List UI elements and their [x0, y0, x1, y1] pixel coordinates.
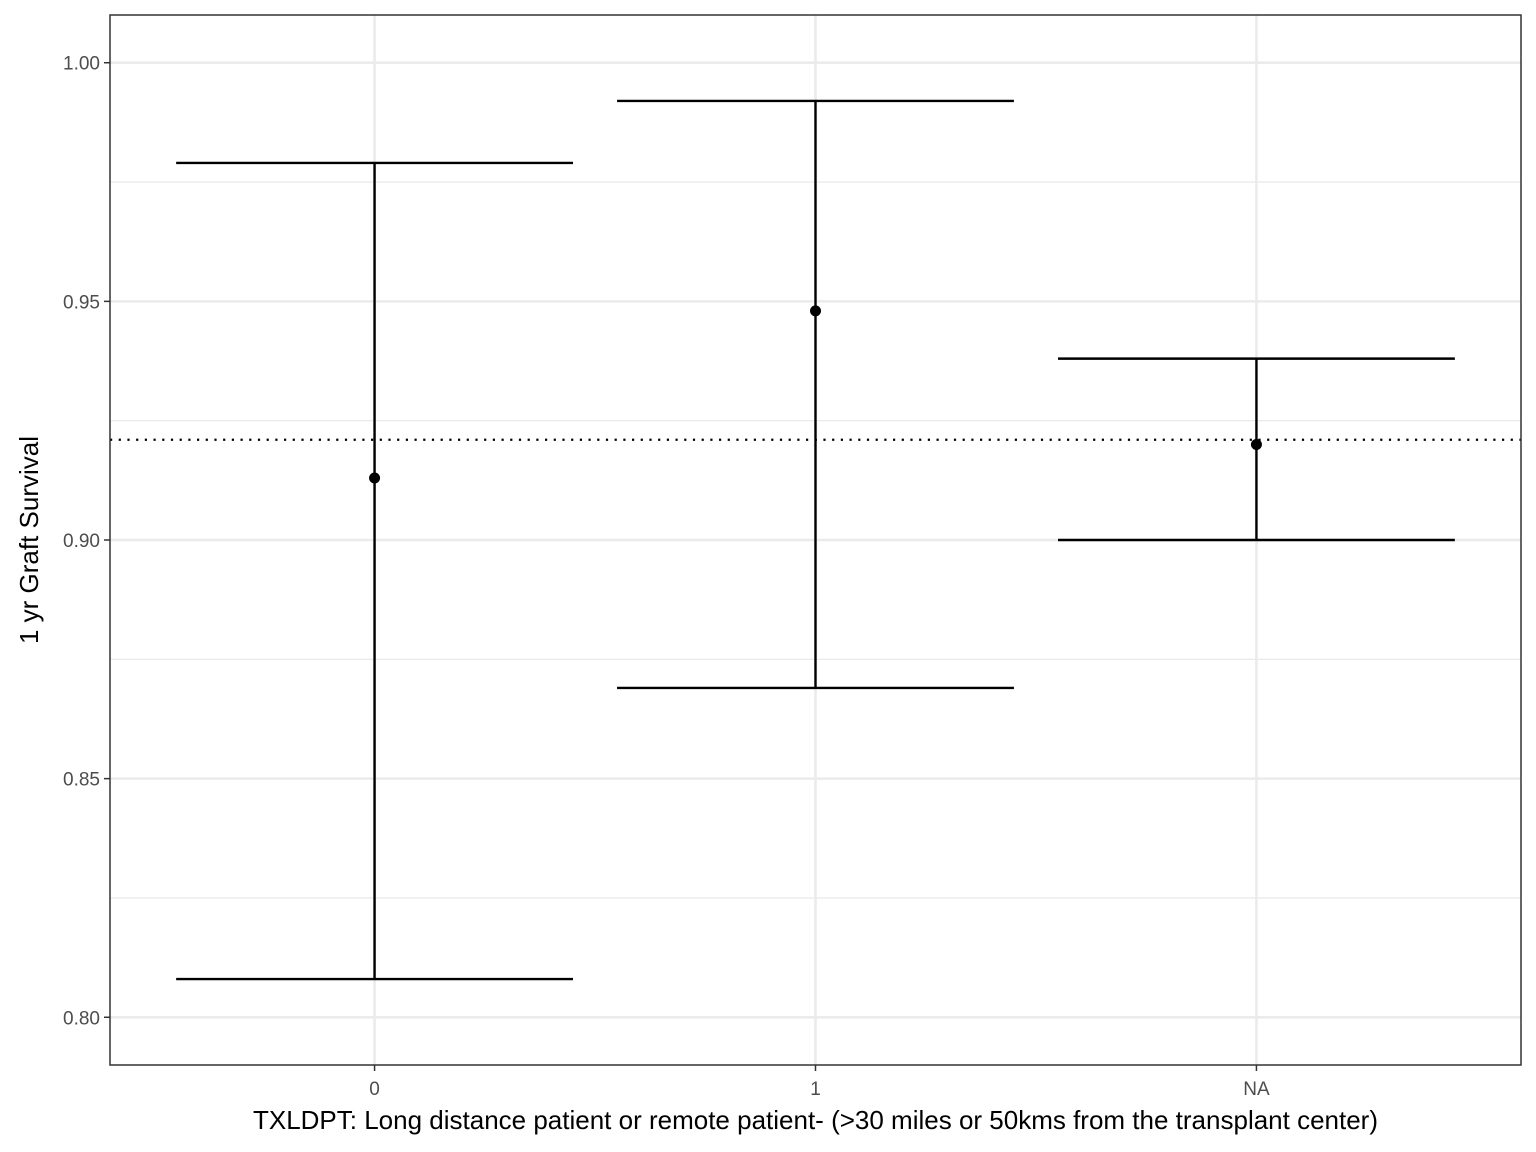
estimate-point: [1250, 439, 1262, 451]
y-tick-label: 0.95: [63, 292, 100, 313]
x-axis-title: TXLDPT: Long distance patient or remote …: [253, 1105, 1378, 1135]
y-tick-label: 0.85: [63, 770, 100, 791]
y-axis-ticks: 0.80 0.85 0.90 0.95 1.00: [63, 54, 110, 1029]
x-tick-label: NA: [1243, 1079, 1270, 1100]
x-tick-label: 1: [810, 1079, 821, 1100]
error-bars: [176, 99, 1455, 981]
estimate-point: [810, 305, 821, 317]
y-tick-label: 0.90: [63, 531, 100, 552]
y-tick-label: 1.00: [63, 54, 100, 75]
x-tick-label: 0: [369, 1079, 380, 1100]
estimate-point: [369, 472, 381, 484]
y-axis-title: 1 yr Graft Survival: [14, 436, 44, 644]
x-axis-ticks: 0 1 NA: [369, 1065, 1270, 1100]
y-tick-label: 0.80: [63, 1008, 100, 1029]
